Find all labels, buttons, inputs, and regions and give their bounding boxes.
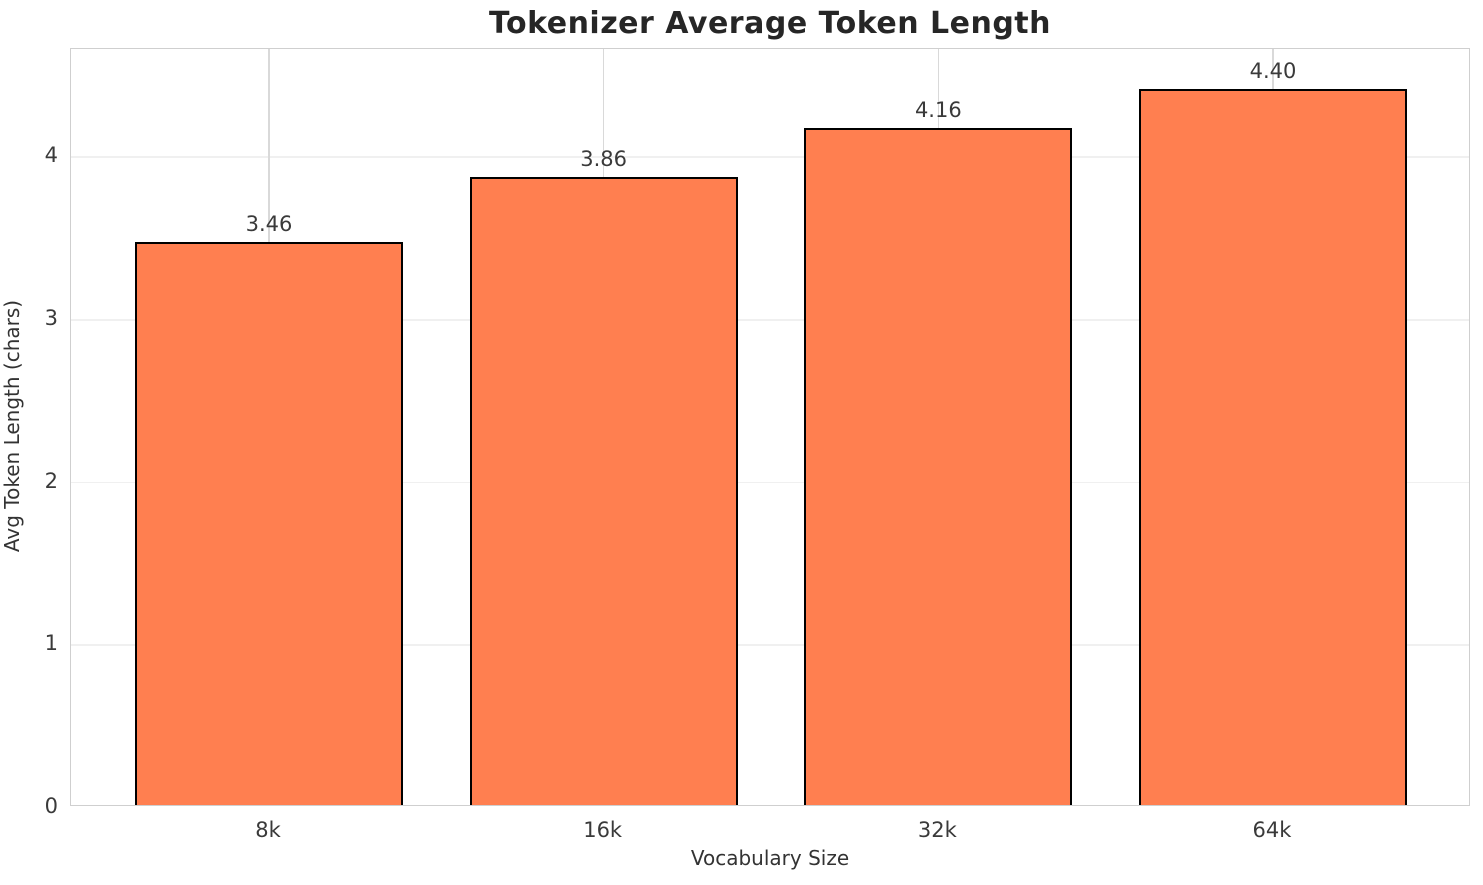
gridline-horizontal	[71, 481, 1469, 484]
bar-value-label: 4.40	[1249, 59, 1297, 84]
y-tick-label: 1	[44, 631, 58, 656]
y-tick-label: 3	[44, 306, 58, 331]
bar-64k	[1139, 89, 1407, 805]
gridline-horizontal	[71, 319, 1469, 321]
bar-16k	[469, 177, 738, 805]
y-tick-label: 2	[44, 468, 58, 493]
x-axis-label: Vocabulary Size	[690, 846, 850, 870]
bar-value-label: 4.16	[914, 98, 962, 123]
x-tick-label: 32k	[917, 818, 957, 842]
bar-value-label: 3.86	[580, 147, 628, 172]
plot-area: 3.46 3.86 4.16 4.40	[70, 48, 1470, 806]
y-axis-label: Avg Token Length (chars)	[0, 299, 24, 553]
y-tick-label: 4	[44, 143, 58, 168]
gridline-horizontal	[71, 156, 1469, 158]
gridline-horizontal	[71, 644, 1469, 646]
x-tick-label: 16k	[583, 818, 623, 842]
x-tick-label: 8k	[255, 818, 281, 842]
y-tick-label: 0	[44, 794, 58, 818]
bar-value-label: 3.46	[245, 212, 293, 237]
x-tick-label: 64k	[1252, 818, 1292, 842]
bar-8k	[135, 242, 403, 805]
bar-32k	[804, 128, 1073, 805]
chart-title: Tokenizer Average Token Length	[488, 6, 1051, 41]
